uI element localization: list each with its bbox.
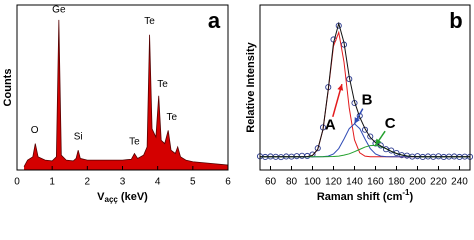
data-point (314, 145, 321, 152)
x-tick-label: 100 (304, 177, 321, 188)
x-axis-label-after: ) (410, 191, 414, 203)
x-axis-label: Vaçç (keV) (97, 191, 148, 204)
figure: 0 1 2 3 4 5 6 O Ge Si Te Te Te Te Vaçç (keV) Counts a 60 8… (2, 4, 474, 204)
peak-label: C (385, 115, 396, 132)
peak-label: B (362, 92, 373, 109)
x-axis-label-text: V (97, 191, 105, 203)
panel-label: a (208, 8, 221, 33)
plot-frame (16, 4, 229, 171)
x-tick-label: 140 (346, 177, 363, 188)
peak-label: A (325, 116, 336, 133)
data-point (393, 149, 400, 157)
x-tick-label: 160 (367, 177, 384, 188)
peak-label: Si (74, 132, 83, 143)
x-tick-label: 200 (409, 177, 426, 188)
peak-label: Te (144, 16, 155, 27)
x-tick-label: 1 (49, 177, 55, 188)
x-axis-label: Raman shift (cm-1) (317, 188, 414, 203)
x-tick-label: 3 (120, 177, 126, 188)
peak-label: Te (157, 79, 168, 90)
x-tick-label: 120 (325, 177, 342, 188)
arrow-head (337, 84, 344, 91)
x-tick-label: 2 (85, 177, 91, 188)
x-tick-label: 240 (451, 177, 468, 188)
spectrum-line (23, 19, 229, 167)
x-tick-label: 0 (14, 177, 20, 188)
x-tick-label: 5 (190, 177, 196, 188)
data-point (377, 142, 384, 149)
x-tick-label: 4 (155, 177, 161, 188)
data-point (367, 133, 374, 140)
x-axis-label-text: Raman shift (cm (317, 191, 403, 203)
fit-line (260, 144, 470, 158)
x-axis-label-sub: açç (105, 195, 119, 204)
plot-frame (259, 4, 471, 171)
data-point (361, 126, 369, 133)
y-axis-label: Relative Intensity (245, 41, 257, 132)
x-tick-label: 180 (388, 177, 405, 188)
x-tick-label: 220 (430, 177, 447, 188)
peak-label: Te (166, 112, 177, 123)
peak-label: O (31, 125, 39, 136)
peak-label: Ge (52, 5, 66, 16)
x-tick-label: 60 (265, 177, 277, 188)
page: 0 1 2 3 4 5 6 O Ge Si Te Te Te Te Vaçç (keV) Counts a 60 8… (1, 4, 474, 205)
arrow-head (354, 117, 361, 124)
x-axis-label-sup: -1 (402, 188, 410, 197)
y-axis-label: Counts (2, 69, 14, 107)
peak-label: Te (129, 137, 140, 148)
panel-label: b (449, 8, 462, 33)
data-point (293, 153, 300, 160)
x-tick-label: 6 (225, 177, 231, 188)
arrow-head (375, 138, 382, 146)
spectrum-area (24, 19, 229, 170)
x-axis-label-after: (keV) (118, 191, 148, 203)
data-point (298, 152, 306, 159)
fit-line (260, 21, 470, 158)
x-tick-label: 80 (286, 177, 298, 188)
